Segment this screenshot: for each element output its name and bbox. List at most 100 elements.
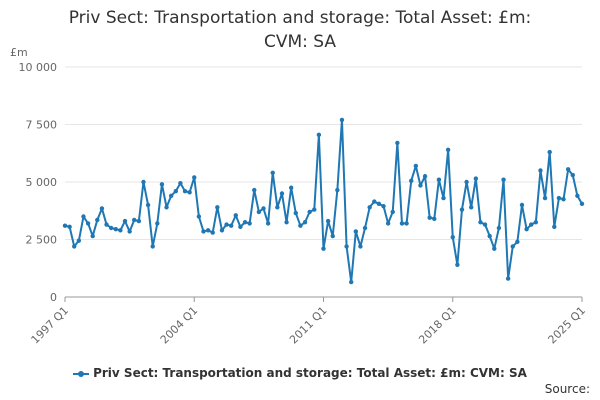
data-point[interactable] — [62, 223, 68, 228]
data-point[interactable] — [570, 172, 575, 178]
data-point[interactable] — [155, 221, 160, 226]
data-point[interactable] — [201, 229, 206, 234]
data-point[interactable] — [353, 229, 359, 234]
data-point[interactable] — [95, 217, 100, 223]
data-point[interactable] — [422, 174, 428, 179]
data-point[interactable] — [482, 222, 488, 227]
data-point[interactable] — [242, 220, 248, 225]
data-point[interactable] — [464, 179, 469, 185]
data-point[interactable] — [182, 189, 188, 194]
data-point[interactable] — [344, 244, 349, 249]
data-point[interactable] — [404, 221, 409, 226]
data-point[interactable] — [224, 222, 229, 227]
data-point[interactable] — [145, 202, 151, 208]
data-point[interactable] — [556, 195, 562, 201]
data-point[interactable] — [418, 183, 423, 188]
data-point[interactable] — [104, 222, 109, 227]
data-point[interactable] — [192, 175, 197, 180]
data-point[interactable] — [187, 190, 192, 195]
data-point[interactable] — [455, 262, 460, 267]
data-point[interactable] — [113, 226, 118, 232]
data-point[interactable] — [565, 167, 571, 172]
data-point[interactable] — [233, 213, 238, 218]
data-point[interactable] — [459, 207, 465, 212]
data-point[interactable] — [330, 233, 335, 239]
data-point[interactable] — [515, 239, 520, 244]
data-point[interactable] — [136, 218, 142, 224]
data-point[interactable] — [118, 228, 123, 233]
data-point[interactable] — [501, 177, 506, 182]
data-point[interactable] — [362, 225, 368, 231]
data-point[interactable] — [210, 230, 215, 235]
data-point[interactable] — [215, 205, 220, 210]
data-point[interactable] — [390, 209, 395, 215]
data-point[interactable] — [413, 163, 419, 169]
data-point[interactable] — [312, 207, 317, 212]
data-point[interactable] — [173, 189, 178, 194]
data-point[interactable] — [261, 206, 266, 211]
data-point[interactable] — [159, 182, 165, 187]
data-point[interactable] — [395, 140, 400, 146]
data-point[interactable] — [288, 185, 294, 190]
data-point[interactable] — [427, 215, 432, 220]
data-point[interactable] — [90, 233, 95, 239]
data-point[interactable] — [381, 203, 386, 209]
data-point[interactable] — [492, 246, 497, 251]
data-point[interactable] — [561, 197, 566, 202]
data-point[interactable] — [178, 180, 183, 186]
data-point[interactable] — [127, 229, 132, 234]
data-point[interactable] — [529, 222, 534, 227]
data-point[interactable] — [519, 202, 525, 208]
data-point[interactable] — [238, 224, 243, 230]
data-point[interactable] — [150, 244, 155, 249]
data-point[interactable] — [505, 276, 511, 281]
data-point[interactable] — [72, 244, 77, 249]
data-point[interactable] — [552, 224, 557, 230]
data-point[interactable] — [385, 221, 391, 226]
data-point[interactable] — [478, 220, 483, 225]
data-point[interactable] — [81, 214, 86, 219]
data-point[interactable] — [487, 233, 492, 239]
data-point[interactable] — [196, 214, 202, 219]
data-point[interactable] — [399, 221, 405, 226]
data-point[interactable] — [432, 216, 437, 221]
data-point[interactable] — [533, 220, 539, 225]
data-point[interactable] — [256, 209, 262, 215]
data-point[interactable] — [284, 220, 289, 225]
data-point[interactable] — [275, 205, 280, 210]
data-point[interactable] — [575, 193, 580, 198]
data-point[interactable] — [67, 224, 72, 230]
data-point[interactable] — [339, 117, 345, 123]
data-point[interactable] — [85, 221, 91, 226]
data-point[interactable] — [76, 238, 82, 243]
data-point[interactable] — [302, 220, 308, 225]
data-point[interactable] — [228, 223, 234, 228]
data-point[interactable] — [307, 209, 312, 215]
data-point[interactable] — [270, 170, 275, 175]
data-point[interactable] — [450, 235, 455, 240]
data-point[interactable] — [409, 178, 414, 184]
data-point[interactable] — [436, 177, 442, 182]
data-point[interactable] — [293, 210, 298, 216]
data-point[interactable] — [219, 228, 225, 233]
data-point[interactable] — [538, 168, 543, 173]
data-point[interactable] — [372, 199, 377, 204]
data-point[interactable] — [358, 244, 363, 249]
data-point[interactable] — [316, 132, 322, 138]
data-point[interactable] — [579, 201, 585, 207]
data-point[interactable] — [445, 147, 451, 152]
legend[interactable]: Priv Sect: Transportation and storage: T… — [0, 366, 600, 380]
data-point[interactable] — [510, 244, 515, 249]
data-point[interactable] — [132, 217, 137, 223]
data-point[interactable] — [164, 205, 169, 210]
data-point[interactable] — [141, 179, 146, 185]
data-point[interactable] — [473, 176, 479, 181]
data-point[interactable] — [108, 225, 114, 231]
data-point[interactable] — [547, 149, 552, 155]
data-point[interactable] — [279, 191, 285, 196]
data-point[interactable] — [542, 195, 548, 201]
data-point[interactable] — [298, 223, 303, 228]
data-point[interactable] — [321, 246, 326, 251]
data-point[interactable] — [265, 221, 271, 226]
data-point[interactable] — [335, 187, 340, 193]
